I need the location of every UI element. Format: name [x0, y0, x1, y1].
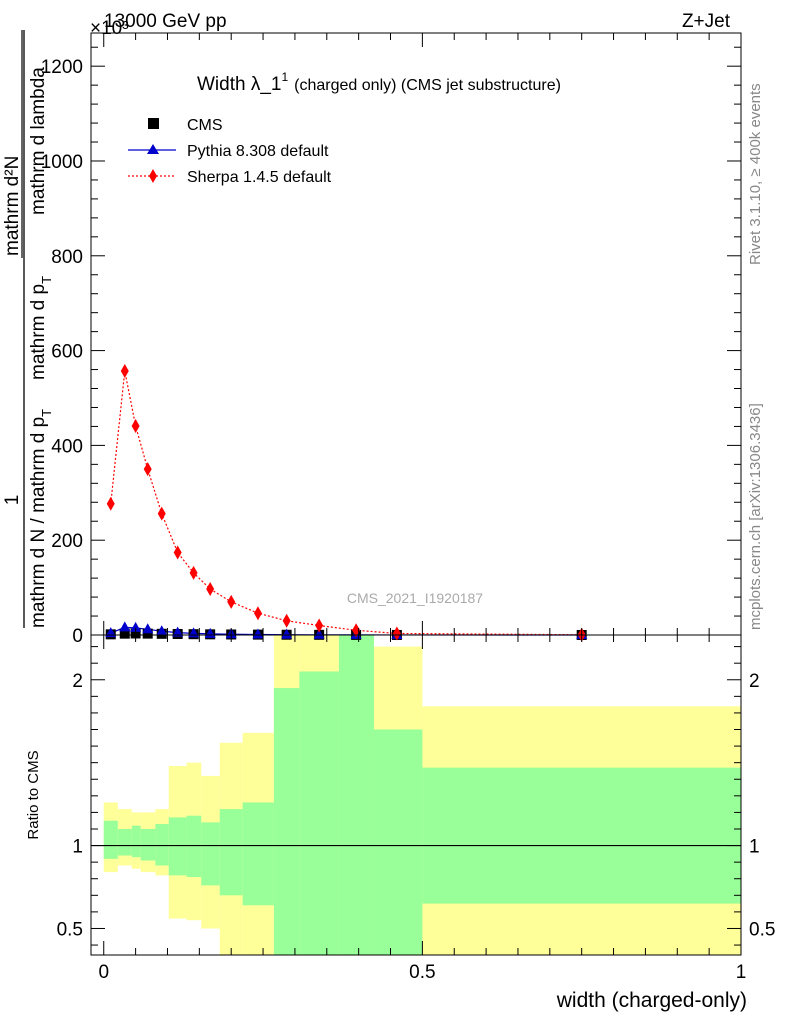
ratio-band-inner — [117, 828, 132, 856]
ratio-band-inner — [201, 822, 220, 886]
exponent-label: ×10³ — [90, 18, 129, 39]
ratio-y-tick-label: 0.5 — [57, 919, 83, 940]
process-label: Z+Jet — [682, 11, 731, 32]
legend-sherpa: Sherpa 1.4.5 default — [128, 169, 332, 186]
sherpa-point — [227, 594, 236, 609]
x-tick-label: 0 — [98, 962, 109, 983]
legend-pythia-label: Pythia 8.308 default — [187, 143, 329, 160]
main-y-tick-label: 600 — [51, 342, 83, 363]
ratio-band-inner — [422, 767, 741, 904]
ratio-band-inner — [373, 729, 423, 955]
rivet-label: Rivet 3.1.10, ≥ 400k events — [747, 83, 764, 265]
legend-cms-marker — [148, 118, 159, 129]
pythia-point — [119, 621, 131, 632]
ratio-band-inner — [273, 688, 300, 955]
mcplots-label: mcplots.cern.ch [arXiv:1306.3436] — [747, 403, 764, 630]
main-y-tick-label: 400 — [51, 436, 83, 457]
ratio-y-tick-label: 2 — [72, 671, 83, 692]
ratio-y-tick-label-right: 1 — [749, 837, 760, 858]
legend-cms: CMS — [148, 117, 223, 134]
ratio-y-tick-label-right: 2 — [749, 671, 760, 692]
legend-cms-label: CMS — [187, 117, 223, 134]
sherpa-point — [253, 606, 262, 621]
cms-point — [119, 628, 130, 639]
main-y-axis-label: 1 mathrm d N / mathrm d pT mathrm d²N ma… — [2, 30, 54, 628]
ylabel-denominator: mathrm d N / mathrm d pT — [28, 409, 54, 628]
ratio-y-tick-label-right: 0.5 — [749, 919, 775, 940]
energy-label: 13000 GeV pp — [104, 11, 227, 32]
legend-sherpa-marker — [149, 169, 157, 183]
pythia-point — [281, 628, 293, 639]
ratio-band-inner — [299, 671, 339, 955]
x-tick-label: 1 — [736, 962, 747, 983]
legend: CMS Pythia 8.308 default Sherpa 1.4.5 de… — [128, 117, 332, 186]
main-y-tick-label: 200 — [51, 531, 83, 552]
pythia-point — [130, 621, 142, 632]
sherpa-point — [157, 506, 166, 521]
sherpa-point — [352, 623, 361, 638]
ratio-frame — [90, 634, 742, 956]
ratio-band-inner — [219, 809, 243, 896]
sherpa-point — [392, 626, 401, 641]
ratio-band-inner — [131, 825, 141, 858]
pythia-point — [172, 626, 184, 637]
ratio-band-inner — [103, 820, 118, 859]
cms-point — [142, 628, 153, 639]
ylabel-lambda: mathrm d lambda — [28, 67, 49, 215]
pythia-point — [252, 628, 264, 639]
watermark: CMS_2021_I1920187 — [347, 590, 483, 606]
sherpa-point — [120, 363, 129, 378]
main-y-tick-label: 1000 — [41, 152, 83, 173]
main-y-tick-label: 1200 — [41, 57, 83, 78]
sherpa-point — [206, 582, 215, 597]
plot-title: Width λ_11 (charged only) (CMS jet substr… — [197, 70, 561, 95]
sherpa-point — [131, 418, 140, 433]
legend-pythia-marker — [147, 144, 159, 154]
ratio-band-inner — [186, 815, 202, 878]
pythia-point — [142, 623, 154, 634]
ratio-band-inner — [168, 817, 187, 876]
axes: 0 200 400 600 800 1000 1200 0 0.5 1 0.5 0.5 1 1 2 2 — [41, 33, 775, 983]
ratio-band-inner — [140, 828, 156, 861]
ratio-y-axis-label: Ratio to CMS — [25, 750, 42, 839]
pythia-point — [156, 625, 168, 636]
main-y-tick-label: 0 — [72, 626, 83, 647]
sherpa-point — [189, 565, 198, 580]
ratio-band-inner — [338, 635, 374, 955]
pythia-point — [313, 628, 325, 639]
main-y-tick-label: 800 — [51, 247, 83, 268]
x-tick-label: 0.5 — [409, 962, 435, 983]
ratio-band-inner — [242, 802, 274, 906]
ylabel-inner-denominator: mathrm d pT — [28, 276, 54, 380]
ratio-band-inner — [155, 824, 169, 866]
sherpa-point — [173, 545, 182, 560]
sherpa-point — [143, 462, 152, 477]
title-main: Width λ_1 — [197, 74, 281, 95]
sherpa-point — [282, 613, 291, 628]
legend-sherpa-label: Sherpa 1.4.5 default — [187, 169, 332, 186]
ylabel-numerator: mathrm d²N — [2, 156, 23, 256]
sherpa-point — [106, 496, 115, 511]
ratio-y-tick-label: 1 — [72, 837, 83, 858]
sherpa-point — [315, 618, 324, 633]
title-superscript: 1 — [281, 70, 288, 84]
ratio-bands — [103, 635, 741, 955]
ylabel-one: 1 — [2, 495, 23, 506]
title-rest: (charged only) (CMS jet substructure) — [294, 77, 561, 94]
x-axis-label: width (charged-only) — [556, 989, 747, 1012]
legend-pythia: Pythia 8.308 default — [128, 143, 329, 160]
